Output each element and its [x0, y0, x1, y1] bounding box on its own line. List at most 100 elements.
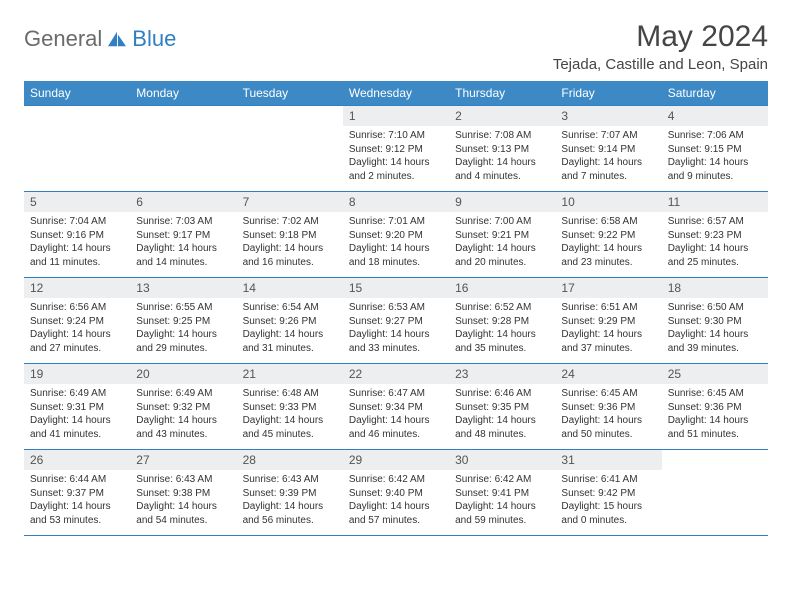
day-number: 7: [237, 192, 343, 212]
calendar-cell: 9Sunrise: 7:00 AMSunset: 9:21 PMDaylight…: [449, 192, 555, 278]
calendar-cell: 30Sunrise: 6:42 AMSunset: 9:41 PMDayligh…: [449, 450, 555, 536]
calendar-cell: 25Sunrise: 6:45 AMSunset: 9:36 PMDayligh…: [662, 364, 768, 450]
calendar-row: 26Sunrise: 6:44 AMSunset: 9:37 PMDayligh…: [24, 450, 768, 536]
day-number: 20: [130, 364, 236, 384]
weekday-header: Sunday: [24, 81, 130, 106]
day-number: 12: [24, 278, 130, 298]
day-number: 25: [662, 364, 768, 384]
calendar-row: 12Sunrise: 6:56 AMSunset: 9:24 PMDayligh…: [24, 278, 768, 364]
calendar-row: ...1Sunrise: 7:10 AMSunset: 9:12 PMDayli…: [24, 106, 768, 192]
calendar-cell: 26Sunrise: 6:44 AMSunset: 9:37 PMDayligh…: [24, 450, 130, 536]
day-details: Sunrise: 6:47 AMSunset: 9:34 PMDaylight:…: [343, 384, 449, 445]
calendar-cell: 17Sunrise: 6:51 AMSunset: 9:29 PMDayligh…: [555, 278, 661, 364]
title-block: May 2024 Tejada, Castille and Leon, Spai…: [553, 20, 768, 73]
day-details: Sunrise: 7:04 AMSunset: 9:16 PMDaylight:…: [24, 212, 130, 273]
day-details: Sunrise: 6:42 AMSunset: 9:41 PMDaylight:…: [449, 470, 555, 531]
day-number: 30: [449, 450, 555, 470]
day-number: 18: [662, 278, 768, 298]
day-details: Sunrise: 6:44 AMSunset: 9:37 PMDaylight:…: [24, 470, 130, 531]
day-details: Sunrise: 7:02 AMSunset: 9:18 PMDaylight:…: [237, 212, 343, 273]
day-details: Sunrise: 7:00 AMSunset: 9:21 PMDaylight:…: [449, 212, 555, 273]
day-number: 4: [662, 106, 768, 126]
weekday-header: Thursday: [449, 81, 555, 106]
calendar-row: 19Sunrise: 6:49 AMSunset: 9:31 PMDayligh…: [24, 364, 768, 450]
calendar-cell: 31Sunrise: 6:41 AMSunset: 9:42 PMDayligh…: [555, 450, 661, 536]
day-number: 16: [449, 278, 555, 298]
calendar-cell: 10Sunrise: 6:58 AMSunset: 9:22 PMDayligh…: [555, 192, 661, 278]
weekday-header: Tuesday: [237, 81, 343, 106]
day-number: 13: [130, 278, 236, 298]
calendar-row: 5Sunrise: 7:04 AMSunset: 9:16 PMDaylight…: [24, 192, 768, 278]
calendar-cell: 27Sunrise: 6:43 AMSunset: 9:38 PMDayligh…: [130, 450, 236, 536]
header: General Blue May 2024 Tejada, Castille a…: [24, 20, 768, 73]
day-details: Sunrise: 6:41 AMSunset: 9:42 PMDaylight:…: [555, 470, 661, 531]
day-details: Sunrise: 6:42 AMSunset: 9:40 PMDaylight:…: [343, 470, 449, 531]
day-number: 26: [24, 450, 130, 470]
logo-text-general: General: [24, 26, 102, 52]
calendar-cell: .: [24, 106, 130, 192]
calendar-cell: 13Sunrise: 6:55 AMSunset: 9:25 PMDayligh…: [130, 278, 236, 364]
calendar-cell: 3Sunrise: 7:07 AMSunset: 9:14 PMDaylight…: [555, 106, 661, 192]
weekday-header: Monday: [130, 81, 236, 106]
day-details: Sunrise: 7:07 AMSunset: 9:14 PMDaylight:…: [555, 126, 661, 187]
day-number: 22: [343, 364, 449, 384]
location: Tejada, Castille and Leon, Spain: [553, 56, 768, 73]
day-number: 29: [343, 450, 449, 470]
calendar-cell: 12Sunrise: 6:56 AMSunset: 9:24 PMDayligh…: [24, 278, 130, 364]
calendar-cell: 5Sunrise: 7:04 AMSunset: 9:16 PMDaylight…: [24, 192, 130, 278]
calendar-cell: 7Sunrise: 7:02 AMSunset: 9:18 PMDaylight…: [237, 192, 343, 278]
day-details: Sunrise: 7:01 AMSunset: 9:20 PMDaylight:…: [343, 212, 449, 273]
day-details: Sunrise: 7:06 AMSunset: 9:15 PMDaylight:…: [662, 126, 768, 187]
day-number: 21: [237, 364, 343, 384]
day-details: Sunrise: 6:48 AMSunset: 9:33 PMDaylight:…: [237, 384, 343, 445]
logo: General Blue: [24, 26, 176, 52]
day-number: 15: [343, 278, 449, 298]
day-details: Sunrise: 6:43 AMSunset: 9:39 PMDaylight:…: [237, 470, 343, 531]
calendar-cell: 16Sunrise: 6:52 AMSunset: 9:28 PMDayligh…: [449, 278, 555, 364]
weekday-header: Friday: [555, 81, 661, 106]
calendar-cell: 2Sunrise: 7:08 AMSunset: 9:13 PMDaylight…: [449, 106, 555, 192]
logo-sail-icon: [106, 30, 128, 48]
calendar-cell: 20Sunrise: 6:49 AMSunset: 9:32 PMDayligh…: [130, 364, 236, 450]
day-number: 2: [449, 106, 555, 126]
calendar-cell: 4Sunrise: 7:06 AMSunset: 9:15 PMDaylight…: [662, 106, 768, 192]
day-number: 14: [237, 278, 343, 298]
calendar-cell: 6Sunrise: 7:03 AMSunset: 9:17 PMDaylight…: [130, 192, 236, 278]
calendar-cell: 8Sunrise: 7:01 AMSunset: 9:20 PMDaylight…: [343, 192, 449, 278]
calendar-cell: 28Sunrise: 6:43 AMSunset: 9:39 PMDayligh…: [237, 450, 343, 536]
day-number: 11: [662, 192, 768, 212]
weekday-header: Wednesday: [343, 81, 449, 106]
calendar-header-row: SundayMondayTuesdayWednesdayThursdayFrid…: [24, 81, 768, 106]
calendar-cell: 21Sunrise: 6:48 AMSunset: 9:33 PMDayligh…: [237, 364, 343, 450]
calendar-table: SundayMondayTuesdayWednesdayThursdayFrid…: [24, 81, 768, 536]
calendar-cell: 29Sunrise: 6:42 AMSunset: 9:40 PMDayligh…: [343, 450, 449, 536]
calendar-cell: 18Sunrise: 6:50 AMSunset: 9:30 PMDayligh…: [662, 278, 768, 364]
day-details: Sunrise: 6:49 AMSunset: 9:31 PMDaylight:…: [24, 384, 130, 445]
day-details: Sunrise: 6:45 AMSunset: 9:36 PMDaylight:…: [555, 384, 661, 445]
day-details: Sunrise: 6:53 AMSunset: 9:27 PMDaylight:…: [343, 298, 449, 359]
day-details: Sunrise: 6:58 AMSunset: 9:22 PMDaylight:…: [555, 212, 661, 273]
calendar-cell: 14Sunrise: 6:54 AMSunset: 9:26 PMDayligh…: [237, 278, 343, 364]
logo-text-blue: Blue: [132, 26, 176, 52]
calendar-cell: 15Sunrise: 6:53 AMSunset: 9:27 PMDayligh…: [343, 278, 449, 364]
calendar-cell: 23Sunrise: 6:46 AMSunset: 9:35 PMDayligh…: [449, 364, 555, 450]
day-number: 3: [555, 106, 661, 126]
month-title: May 2024: [553, 20, 768, 54]
day-details: Sunrise: 6:57 AMSunset: 9:23 PMDaylight:…: [662, 212, 768, 273]
day-details: Sunrise: 6:46 AMSunset: 9:35 PMDaylight:…: [449, 384, 555, 445]
day-number: 27: [130, 450, 236, 470]
day-details: Sunrise: 7:10 AMSunset: 9:12 PMDaylight:…: [343, 126, 449, 187]
day-number: 10: [555, 192, 661, 212]
day-number: 8: [343, 192, 449, 212]
weekday-header: Saturday: [662, 81, 768, 106]
day-details: Sunrise: 7:03 AMSunset: 9:17 PMDaylight:…: [130, 212, 236, 273]
calendar-cell: 22Sunrise: 6:47 AMSunset: 9:34 PMDayligh…: [343, 364, 449, 450]
calendar-body: ...1Sunrise: 7:10 AMSunset: 9:12 PMDayli…: [24, 106, 768, 536]
calendar-cell: 1Sunrise: 7:10 AMSunset: 9:12 PMDaylight…: [343, 106, 449, 192]
day-details: Sunrise: 6:45 AMSunset: 9:36 PMDaylight:…: [662, 384, 768, 445]
day-details: Sunrise: 6:55 AMSunset: 9:25 PMDaylight:…: [130, 298, 236, 359]
day-details: Sunrise: 6:43 AMSunset: 9:38 PMDaylight:…: [130, 470, 236, 531]
calendar-cell: 11Sunrise: 6:57 AMSunset: 9:23 PMDayligh…: [662, 192, 768, 278]
day-details: Sunrise: 6:50 AMSunset: 9:30 PMDaylight:…: [662, 298, 768, 359]
day-details: Sunrise: 6:56 AMSunset: 9:24 PMDaylight:…: [24, 298, 130, 359]
